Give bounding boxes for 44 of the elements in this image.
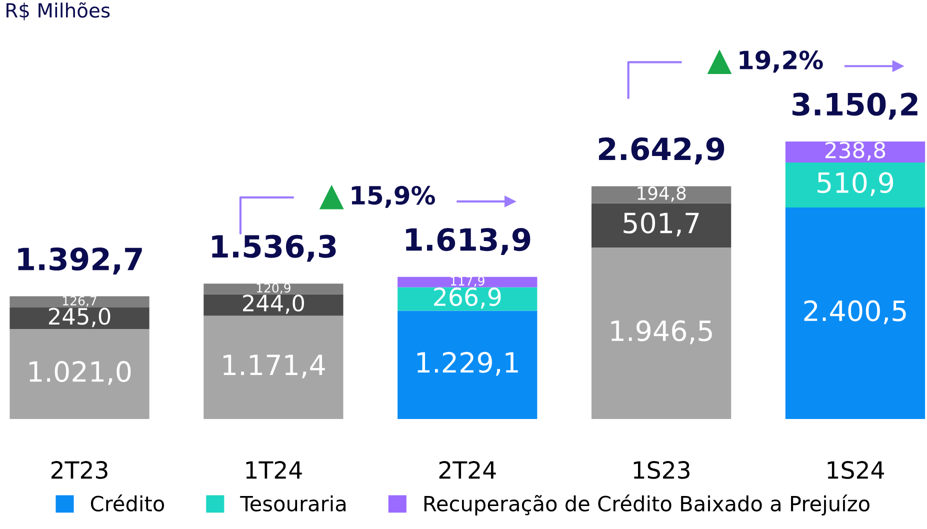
data-label: 194,8	[638, 186, 686, 202]
bar	[398, 310, 538, 419]
data-label: 1.229,1	[417, 352, 518, 376]
data-label: 501,7	[624, 212, 699, 236]
bar	[204, 284, 344, 294]
data-label: 117,9	[450, 276, 484, 287]
total-label: 3.150,2	[792, 92, 918, 120]
annotation: 15,9%	[352, 186, 436, 208]
bar	[10, 307, 150, 330]
x-tick-label: 1S24	[828, 461, 884, 479]
chart-title: R$ Milhões	[6, 2, 110, 20]
data-label: 120,9	[256, 283, 290, 294]
data-label: 1.021,0	[30, 361, 131, 385]
x-tick-label: 1T24	[246, 461, 302, 479]
total-label: 1.613,9	[406, 228, 530, 255]
bar	[10, 329, 150, 419]
data-label: 510,9	[818, 172, 894, 196]
bar	[591, 203, 732, 248]
total-label: 2.642,9	[598, 137, 724, 164]
text: 19,2%	[740, 50, 823, 73]
data-label: 126,7	[62, 296, 96, 307]
bar	[398, 276, 538, 288]
bar	[785, 208, 926, 419]
data-label: 238,8	[825, 142, 886, 161]
legend-label: Recuperação de Crédito Baixado a Prejuízo	[424, 494, 870, 516]
data-label: 245,0	[48, 308, 110, 328]
data-label: 266,9	[434, 288, 501, 309]
bar	[591, 248, 732, 419]
x-tick-label: 1S23	[634, 461, 690, 479]
bar	[785, 162, 926, 208]
legend-label: Tesouraria	[240, 495, 346, 512]
data-label: 2.400,5	[804, 300, 906, 324]
data-label: 244,0	[243, 294, 304, 314]
total-label: 1.536,3	[212, 234, 336, 262]
bar	[10, 296, 150, 308]
total-label: 1.392,7	[18, 247, 142, 274]
x-tick-label: 2T24	[439, 461, 496, 479]
bar	[204, 294, 344, 316]
legend-label: Crédito	[90, 494, 164, 512]
bar	[591, 186, 732, 204]
data-label: 1.946,5	[611, 320, 712, 344]
data-label: 1.171,4	[223, 354, 325, 378]
bar	[204, 316, 344, 419]
x-tick-label: 2T23	[52, 461, 108, 479]
